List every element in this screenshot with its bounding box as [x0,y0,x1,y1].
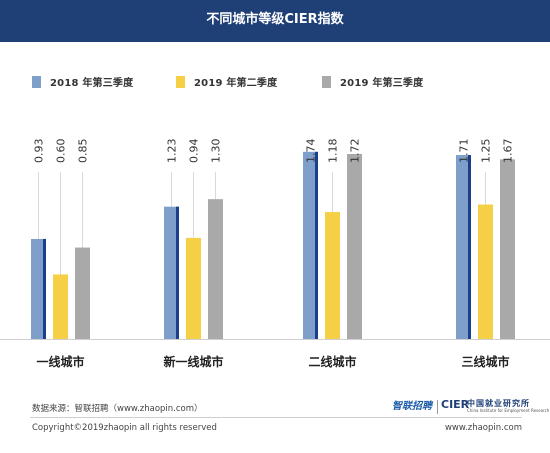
bar-tier2-2018-q3 [303,151,318,339]
category-label-tier1: 一线城市 [36,354,84,369]
value-label-new-tier1-2019-q2: 0.94 [188,139,201,164]
bar-tier3-2019-q2 [478,204,493,339]
value-label-tier1-2018-q3: 0.93 [33,139,46,164]
cier-logo-chinese: 中国就业研究所 [467,399,530,408]
value-label-new-tier1-2018-q3: 1.23 [166,139,179,164]
bar-new-tier1-2019-q3 [208,199,223,339]
footer-divider [30,417,522,418]
value-label-new-tier1-2019-q3: 1.30 [210,139,223,164]
bar-edge-tier1 [43,238,46,339]
legend-item-2018-q3: 2018 年第三季度 [32,74,133,89]
bar-tier1-2018-q3 [31,238,46,339]
category-label-tier2: 二线城市 [308,354,356,369]
legend-label-2019-q2: 2019 年第二季度 [194,78,278,89]
legend-swatch-2018-q3 [32,75,41,88]
website-link[interactable]: www.zhaopin.com [444,423,522,433]
value-label-tier3-2019-q2: 1.25 [480,139,493,164]
value-label-tier1-2019-q3: 0.85 [77,139,90,164]
value-label-tier2-2018-q3: 1.74 [305,139,318,164]
bar-tier2-2019-q2 [325,212,340,339]
legend-label-2018-q3: 2018 年第三季度 [50,78,134,89]
value-label-tier3-2018-q3: 1.71 [458,139,471,164]
bar-tier1-2019-q3 [75,247,90,339]
bar-chart: 0.93 0.60 0.85 一线城市 1.23 0.94 1.30 新一线城市 1.74 1.1… [0,139,550,369]
legend-item-2019-q2: 2019 年第二季度 [176,74,277,89]
zhaopin-logo: 智联招聘 [392,401,432,412]
category-label-new-tier1: 新一线城市 [163,354,223,369]
cier-logo-english: China Institute for Employment Research [467,408,550,413]
bar-tier1-2019-q2 [53,274,68,339]
legend-item-2019-q3: 2019 年第三季度 [322,74,423,89]
bar-tier3-2019-q3 [500,159,515,339]
bar-tier2-2019-q3 [347,153,362,339]
value-label-tier2-2019-q2: 1.18 [327,139,340,164]
legend: 2018 年第三季度 2019 年第二季度 2019 年第三季度 [0,74,550,90]
legend-swatch-2019-q2 [176,75,185,88]
category-label-tier3: 三线城市 [461,354,509,369]
logo-divider [437,400,438,414]
cier-logo: CIER [441,398,470,411]
chart-title-bar: 不同城市等级CIER指数 [0,0,550,42]
chart-title: 不同城市等级CIER指数 [206,12,344,27]
bar-new-tier1-2018-q3 [164,206,179,339]
copyright-text: Copyright©2019zhaopin all rights reserve… [32,423,217,433]
legend-swatch-2019-q3 [322,75,331,88]
bar-edge-tier2 [315,151,318,339]
bar-tier3-2018-q3 [456,155,471,339]
bar-edge-tier3 [468,155,471,339]
value-label-tier1-2019-q2: 0.60 [55,139,68,164]
bar-edge-new-tier1 [176,206,179,339]
legend-label-2019-q3: 2019 年第三季度 [340,78,424,89]
data-source-note: 数据来源：智联招聘（www.zhaopin.com） [32,404,203,414]
value-label-tier2-2019-q3: 1.72 [349,139,362,164]
bar-new-tier1-2019-q2 [186,237,201,339]
value-label-tier3-2019-q3: 1.67 [502,139,515,164]
